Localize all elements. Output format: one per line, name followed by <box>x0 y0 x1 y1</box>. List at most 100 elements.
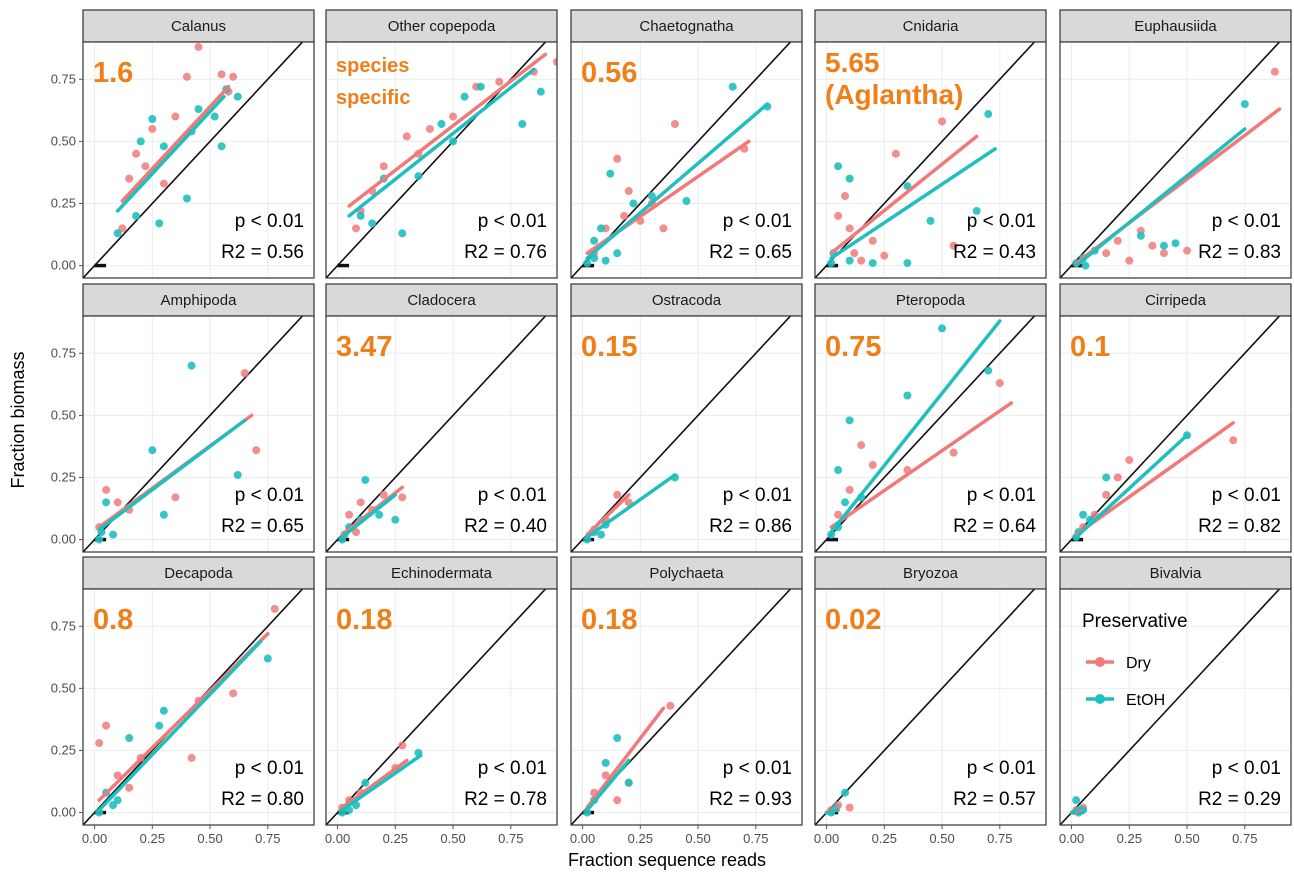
dry-point <box>1102 249 1111 258</box>
etoh-point <box>155 219 164 228</box>
dry-regression-line <box>1074 421 1235 537</box>
panel-grid <box>1060 589 1291 825</box>
etoh-point <box>132 211 141 220</box>
one-to-one-line <box>571 316 792 552</box>
r2-label: R2 = 0.78 <box>464 789 547 810</box>
dry-regression-line <box>829 134 979 255</box>
panel-border <box>570 315 803 553</box>
etoh-point <box>95 808 104 817</box>
etoh-regression-line <box>347 67 536 218</box>
x-tick-label: 0.50 <box>197 831 222 846</box>
conversion-factor-label: 0.75 <box>825 331 881 363</box>
p-value-label: p < 0.01 <box>235 758 304 779</box>
etoh-regression-line <box>115 94 226 213</box>
p-value-label: p < 0.01 <box>967 211 1036 232</box>
y-tick-label: 0.00 <box>51 258 76 273</box>
x-tick-label: 0.75 <box>255 831 280 846</box>
etoh-point <box>159 142 168 151</box>
strip-label: Cnidaria <box>903 18 960 35</box>
dry-point <box>613 796 622 805</box>
etoh-point <box>601 256 610 265</box>
dry-point <box>1229 436 1238 445</box>
conversion-factor-label: species <box>336 55 409 77</box>
one-to-one-line <box>1060 589 1281 825</box>
p-value-label: p < 0.01 <box>967 758 1036 779</box>
panel-border <box>82 315 315 553</box>
etoh-point <box>187 361 196 370</box>
one-to-one-line <box>571 42 792 278</box>
panel-plot <box>1060 589 1281 825</box>
conversion-factor-label: 0.1 <box>1070 331 1110 363</box>
panel-grid <box>571 42 802 278</box>
etoh-point <box>155 721 164 730</box>
dry-point <box>270 604 279 613</box>
dry-point <box>850 249 859 258</box>
one-to-one-line <box>1060 42 1281 278</box>
dry-point <box>102 721 111 730</box>
dry-point <box>217 70 226 79</box>
dry-point <box>1148 241 1157 250</box>
panel-pteropoda: Pteropoda 0.75 p < 0.01 R2 = 0.64 <box>814 283 1047 553</box>
panel-plot <box>815 42 1036 278</box>
dry-point <box>938 117 947 126</box>
r2-label: R2 = 0.64 <box>953 516 1036 537</box>
etoh-point <box>868 259 877 268</box>
x-tick-label: 0.75 <box>1232 831 1257 846</box>
panel-plot <box>83 316 304 552</box>
panel-grid <box>83 589 314 825</box>
panel-border <box>82 41 315 279</box>
panel-chaetognatha: Chaetognatha 0.56 p < 0.01 R2 = 0.65 <box>570 9 803 279</box>
dry-point <box>379 162 388 171</box>
dry-point <box>834 510 843 519</box>
strip-background <box>82 283 315 317</box>
r2-label: R2 = 0.80 <box>221 789 304 810</box>
etoh-point <box>827 259 836 268</box>
dry-point <box>95 739 104 748</box>
legend-dry-key-point <box>1095 657 1105 667</box>
etoh-point <box>590 236 599 245</box>
etoh-point <box>984 366 993 375</box>
etoh-regression-line <box>829 147 997 260</box>
etoh-regression-line <box>340 493 398 539</box>
x-tick-label: 0.00 <box>570 831 595 846</box>
r2-label: R2 = 0.57 <box>953 789 1036 810</box>
etoh-point <box>437 119 446 128</box>
dry-regression-line <box>340 758 409 810</box>
legend: Preservative Dry EtOH <box>1082 611 1188 709</box>
panel-border <box>325 315 558 553</box>
panel-grid <box>326 589 557 825</box>
panel-border <box>82 588 315 826</box>
etoh-point <box>647 192 656 201</box>
etoh-regression-line <box>829 319 1002 534</box>
etoh-point <box>159 706 168 715</box>
etoh-point <box>361 778 370 787</box>
panel-cladocera: Cladocera 3.47 p < 0.01 R2 = 0.40 <box>325 283 558 553</box>
panel-background <box>815 42 1046 278</box>
panel-grid <box>1060 42 1291 278</box>
dry-regression-line <box>585 706 666 810</box>
etoh-regression-line <box>97 418 247 532</box>
etoh-point <box>368 219 377 228</box>
etoh-point <box>518 119 527 128</box>
r2-label: R2 = 0.40 <box>464 516 547 537</box>
strip-background <box>814 283 1047 317</box>
conversion-factor-label: (Aglantha) <box>825 79 963 110</box>
panel-bivalvia: Bivalvia p < 0.01 R2 = 0.29 0.00 0.25 0.50 0.7… <box>1059 556 1292 846</box>
r2-label: R2 = 0.83 <box>1198 242 1281 263</box>
dry-point <box>845 224 854 233</box>
strip-background <box>814 9 1047 43</box>
etoh-regression-line <box>585 102 770 260</box>
panel-grid <box>815 316 1046 552</box>
strip-label: Ostracoda <box>652 292 722 309</box>
r2-label: R2 = 0.76 <box>464 242 547 263</box>
dry-point <box>857 256 866 265</box>
conversion-factor-label: 1.6 <box>93 57 133 89</box>
legend-etoh-label: EtOH <box>1126 692 1165 709</box>
x-tick-label: 0.50 <box>685 831 710 846</box>
etoh-point <box>414 172 423 181</box>
dry-point <box>1125 256 1134 265</box>
panel-border <box>1059 41 1292 279</box>
y-tick-label: 0.50 <box>51 680 76 695</box>
panel-grid <box>815 42 1046 278</box>
